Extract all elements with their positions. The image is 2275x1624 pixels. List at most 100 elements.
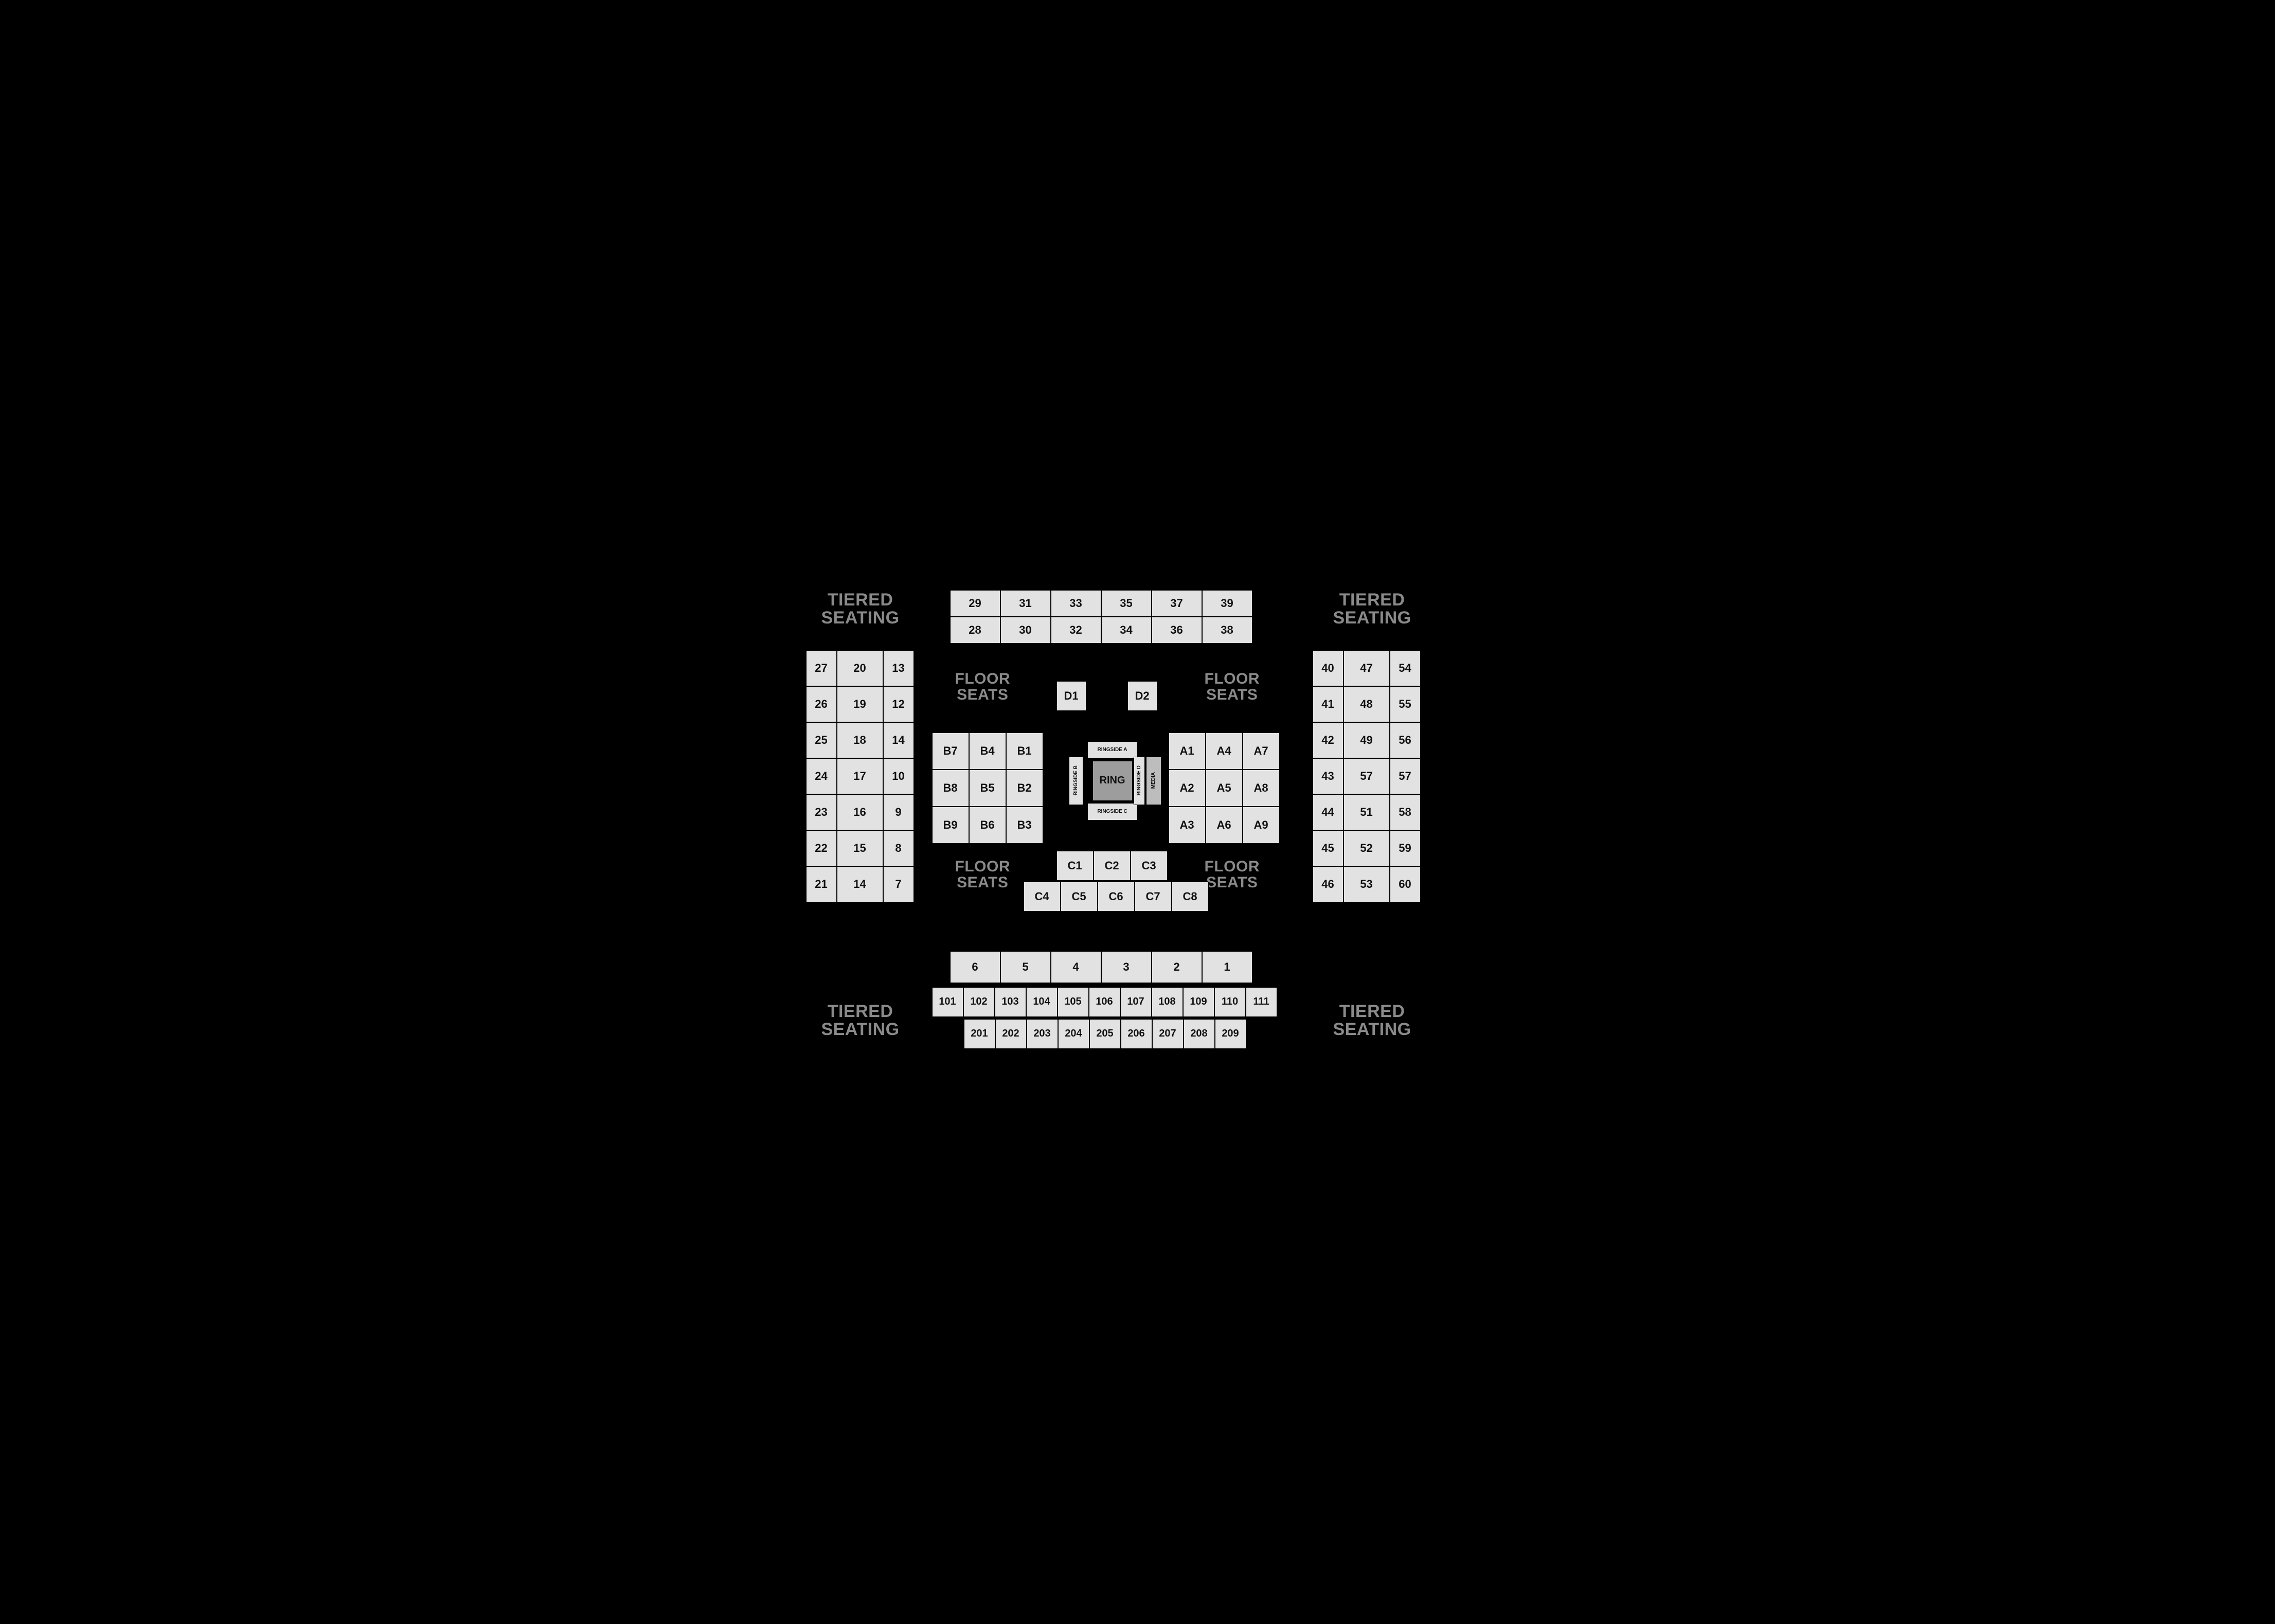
floor-A9[interactable]: A9	[1243, 807, 1280, 844]
tier-top-31[interactable]: 31	[1000, 590, 1051, 617]
tier-bottom-206[interactable]: 206	[1121, 1019, 1152, 1049]
tier-left-14[interactable]: 14	[837, 866, 883, 902]
tier-bottom-204[interactable]: 204	[1058, 1019, 1089, 1049]
tier-right-45[interactable]: 45	[1313, 830, 1343, 866]
tier-right-52[interactable]: 52	[1343, 830, 1390, 866]
floor-A5[interactable]: A5	[1206, 770, 1243, 807]
tier-right-48[interactable]: 48	[1343, 686, 1390, 722]
ringside-c[interactable]: RINGSIDE C	[1087, 803, 1138, 820]
tier-bottom-105[interactable]: 105	[1058, 987, 1089, 1017]
floor-B1[interactable]: B1	[1006, 733, 1043, 770]
tier-top-29[interactable]: 29	[950, 590, 1000, 617]
tier-bottom-110[interactable]: 110	[1214, 987, 1246, 1017]
floor-C6[interactable]: C6	[1098, 882, 1135, 912]
tier-top-30[interactable]: 30	[1000, 617, 1051, 644]
tier-right-54[interactable]: 54	[1390, 650, 1421, 686]
tier-left-19[interactable]: 19	[837, 686, 883, 722]
floor-B7[interactable]: B7	[932, 733, 969, 770]
tier-bottom-2[interactable]: 2	[1152, 951, 1202, 983]
tier-top-32[interactable]: 32	[1051, 617, 1101, 644]
tier-top-38[interactable]: 38	[1202, 617, 1252, 644]
tier-bottom-101[interactable]: 101	[932, 987, 963, 1017]
tier-right-47[interactable]: 47	[1343, 650, 1390, 686]
floor-B3[interactable]: B3	[1006, 807, 1043, 844]
floor-C5[interactable]: C5	[1061, 882, 1098, 912]
tier-top-28[interactable]: 28	[950, 617, 1000, 644]
tier-top-36[interactable]: 36	[1152, 617, 1202, 644]
tier-left-13[interactable]: 13	[883, 650, 914, 686]
tier-right-57[interactable]: 57	[1390, 758, 1421, 794]
floor-B4[interactable]: B4	[969, 733, 1006, 770]
floor-A3[interactable]: A3	[1169, 807, 1206, 844]
tier-left-21[interactable]: 21	[806, 866, 837, 902]
tier-bottom-107[interactable]: 107	[1120, 987, 1152, 1017]
floor-D1[interactable]: D1	[1056, 681, 1086, 711]
floor-B9[interactable]: B9	[932, 807, 969, 844]
tier-left-8[interactable]: 8	[883, 830, 914, 866]
tier-bottom-208[interactable]: 208	[1184, 1019, 1215, 1049]
floor-C1[interactable]: C1	[1056, 851, 1094, 881]
tier-bottom-103[interactable]: 103	[995, 987, 1026, 1017]
tier-bottom-202[interactable]: 202	[995, 1019, 1027, 1049]
tier-right-40[interactable]: 40	[1313, 650, 1343, 686]
tier-right-49[interactable]: 49	[1343, 722, 1390, 758]
floor-A4[interactable]: A4	[1206, 733, 1243, 770]
tier-bottom-201[interactable]: 201	[964, 1019, 995, 1049]
tier-right-44[interactable]: 44	[1313, 794, 1343, 830]
tier-top-37[interactable]: 37	[1152, 590, 1202, 617]
tier-bottom-5[interactable]: 5	[1000, 951, 1051, 983]
tier-right-57[interactable]: 57	[1343, 758, 1390, 794]
tier-right-43[interactable]: 43	[1313, 758, 1343, 794]
tier-bottom-104[interactable]: 104	[1026, 987, 1058, 1017]
tier-left-7[interactable]: 7	[883, 866, 914, 902]
floor-A2[interactable]: A2	[1169, 770, 1206, 807]
tier-left-25[interactable]: 25	[806, 722, 837, 758]
tier-bottom-3[interactable]: 3	[1101, 951, 1152, 983]
tier-bottom-111[interactable]: 111	[1246, 987, 1277, 1017]
floor-C2[interactable]: C2	[1094, 851, 1131, 881]
tier-right-41[interactable]: 41	[1313, 686, 1343, 722]
floor-B8[interactable]: B8	[932, 770, 969, 807]
tier-right-46[interactable]: 46	[1313, 866, 1343, 902]
tier-top-35[interactable]: 35	[1101, 590, 1152, 617]
tier-right-51[interactable]: 51	[1343, 794, 1390, 830]
ring[interactable]: RING	[1092, 761, 1133, 801]
tier-left-17[interactable]: 17	[837, 758, 883, 794]
tier-bottom-6[interactable]: 6	[950, 951, 1000, 983]
floor-A6[interactable]: A6	[1206, 807, 1243, 844]
tier-bottom-203[interactable]: 203	[1027, 1019, 1058, 1049]
floor-B5[interactable]: B5	[969, 770, 1006, 807]
tier-left-22[interactable]: 22	[806, 830, 837, 866]
tier-top-33[interactable]: 33	[1051, 590, 1101, 617]
tier-right-42[interactable]: 42	[1313, 722, 1343, 758]
media[interactable]: MEDIA	[1146, 757, 1161, 805]
tier-right-58[interactable]: 58	[1390, 794, 1421, 830]
tier-left-14[interactable]: 14	[883, 722, 914, 758]
tier-bottom-106[interactable]: 106	[1089, 987, 1120, 1017]
tier-bottom-209[interactable]: 209	[1215, 1019, 1246, 1049]
tier-left-15[interactable]: 15	[837, 830, 883, 866]
tier-bottom-207[interactable]: 207	[1152, 1019, 1184, 1049]
floor-B2[interactable]: B2	[1006, 770, 1043, 807]
tier-top-39[interactable]: 39	[1202, 590, 1252, 617]
tier-right-55[interactable]: 55	[1390, 686, 1421, 722]
floor-C3[interactable]: C3	[1131, 851, 1168, 881]
floor-A8[interactable]: A8	[1243, 770, 1280, 807]
tier-right-59[interactable]: 59	[1390, 830, 1421, 866]
tier-left-26[interactable]: 26	[806, 686, 837, 722]
tier-left-16[interactable]: 16	[837, 794, 883, 830]
floor-A7[interactable]: A7	[1243, 733, 1280, 770]
tier-bottom-109[interactable]: 109	[1183, 987, 1214, 1017]
ringside-a[interactable]: RINGSIDE A	[1087, 741, 1138, 759]
tier-left-23[interactable]: 23	[806, 794, 837, 830]
floor-B6[interactable]: B6	[969, 807, 1006, 844]
tier-left-27[interactable]: 27	[806, 650, 837, 686]
tier-bottom-102[interactable]: 102	[963, 987, 995, 1017]
tier-bottom-4[interactable]: 4	[1051, 951, 1101, 983]
tier-right-56[interactable]: 56	[1390, 722, 1421, 758]
tier-bottom-108[interactable]: 108	[1152, 987, 1183, 1017]
floor-C4[interactable]: C4	[1024, 882, 1061, 912]
floor-A1[interactable]: A1	[1169, 733, 1206, 770]
tier-right-53[interactable]: 53	[1343, 866, 1390, 902]
tier-top-34[interactable]: 34	[1101, 617, 1152, 644]
